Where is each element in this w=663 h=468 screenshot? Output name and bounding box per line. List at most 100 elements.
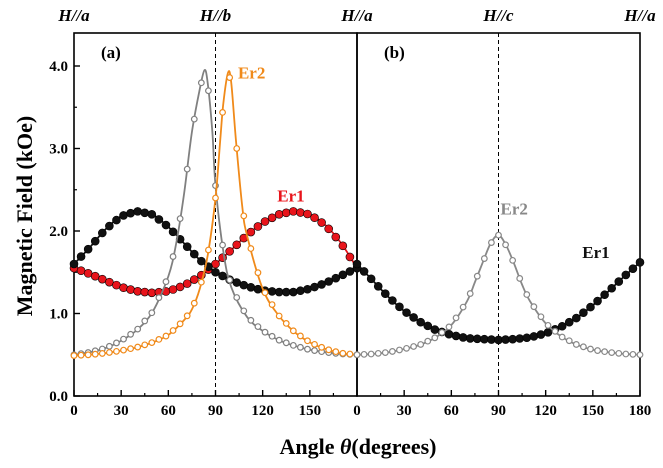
data-point bbox=[267, 287, 277, 296]
data-point bbox=[396, 346, 403, 354]
data-point bbox=[140, 287, 150, 297]
data-point bbox=[134, 343, 142, 351]
data-point bbox=[311, 340, 318, 348]
data-point bbox=[572, 313, 581, 323]
data-point bbox=[558, 333, 566, 341]
data-point bbox=[133, 287, 142, 296]
data-point bbox=[488, 239, 495, 246]
top-label-b: H//a bbox=[623, 6, 656, 25]
x-tick-label-a: 90 bbox=[208, 403, 223, 419]
data-point bbox=[240, 307, 248, 315]
data-point bbox=[324, 277, 334, 286]
data-point bbox=[119, 211, 128, 220]
data-point bbox=[268, 301, 276, 308]
data-point bbox=[226, 74, 234, 81]
data-point bbox=[219, 241, 226, 249]
data-point bbox=[119, 283, 128, 293]
data-point bbox=[105, 221, 114, 231]
data-point bbox=[274, 210, 284, 219]
data-point bbox=[120, 346, 127, 354]
data-point bbox=[126, 208, 135, 218]
data-point bbox=[297, 343, 304, 351]
data-point bbox=[325, 346, 333, 354]
data-point bbox=[113, 347, 120, 355]
data-point bbox=[628, 264, 638, 273]
data-point bbox=[197, 256, 206, 266]
data-point bbox=[366, 274, 376, 284]
series-b-1 bbox=[353, 231, 644, 359]
data-point bbox=[423, 321, 433, 331]
data-point bbox=[622, 350, 630, 358]
data-point bbox=[324, 224, 334, 234]
data-point bbox=[451, 331, 461, 341]
data-point bbox=[403, 344, 410, 352]
x-tick-label-b: 90 bbox=[491, 403, 506, 419]
data-point bbox=[444, 329, 454, 339]
data-point bbox=[353, 351, 361, 359]
data-point bbox=[587, 345, 594, 353]
x-tick-label-a: 150 bbox=[299, 403, 322, 419]
data-point bbox=[303, 284, 312, 294]
data-point bbox=[502, 241, 509, 249]
panel-label-b: (b) bbox=[384, 43, 405, 62]
data-point bbox=[311, 347, 318, 354]
data-point bbox=[339, 349, 347, 357]
data-point bbox=[161, 220, 171, 230]
data-point bbox=[254, 269, 262, 277]
data-point bbox=[77, 351, 85, 359]
data-point bbox=[98, 350, 106, 357]
data-point bbox=[183, 165, 191, 173]
data-point bbox=[189, 249, 199, 259]
data-point bbox=[438, 329, 446, 336]
data-point bbox=[261, 289, 269, 297]
data-point bbox=[380, 289, 390, 299]
data-point bbox=[69, 259, 79, 269]
data-point bbox=[374, 349, 382, 357]
data-point bbox=[635, 258, 645, 267]
series-label-a-er2: Er2 bbox=[238, 63, 265, 82]
data-point bbox=[515, 334, 525, 343]
data-point bbox=[522, 333, 532, 343]
data-point bbox=[148, 309, 156, 317]
data-point bbox=[141, 317, 149, 325]
data-point bbox=[246, 283, 256, 292]
data-point bbox=[282, 339, 290, 347]
data-point bbox=[495, 231, 502, 239]
data-point bbox=[212, 194, 219, 202]
series-label-b-er1: Er1 bbox=[582, 243, 609, 262]
y-tick-label: 2.0 bbox=[49, 224, 68, 240]
data-point bbox=[197, 79, 205, 87]
data-point bbox=[176, 215, 184, 223]
panel-label-a: (a) bbox=[101, 43, 121, 62]
x-tick-label-a: 60 bbox=[161, 403, 176, 419]
x-axis-label: Angle θ(degrees) bbox=[279, 434, 436, 459]
data-point bbox=[388, 296, 397, 305]
data-point bbox=[105, 349, 113, 356]
data-point bbox=[289, 327, 297, 335]
data-point bbox=[636, 351, 644, 359]
data-point bbox=[282, 320, 290, 327]
data-point bbox=[91, 350, 99, 358]
data-point bbox=[254, 323, 262, 331]
data-point bbox=[261, 328, 269, 336]
data-point bbox=[537, 313, 545, 321]
series-label-a-er1: Er1 bbox=[277, 186, 304, 205]
data-point bbox=[155, 294, 163, 302]
top-label-a: H//a bbox=[340, 6, 373, 25]
data-point bbox=[148, 339, 156, 347]
data-point bbox=[175, 282, 185, 292]
data-point bbox=[296, 286, 305, 296]
data-point bbox=[182, 242, 192, 251]
data-point bbox=[373, 281, 383, 291]
data-point bbox=[409, 313, 418, 322]
data-point bbox=[565, 337, 573, 345]
data-point bbox=[296, 208, 305, 217]
data-point bbox=[580, 343, 587, 351]
data-point bbox=[120, 335, 127, 343]
data-point bbox=[516, 275, 524, 282]
data-point bbox=[190, 115, 198, 123]
data-point bbox=[346, 350, 354, 358]
data-point bbox=[417, 341, 425, 348]
data-point bbox=[141, 341, 149, 349]
x-tick-label-b: 180 bbox=[629, 403, 652, 419]
